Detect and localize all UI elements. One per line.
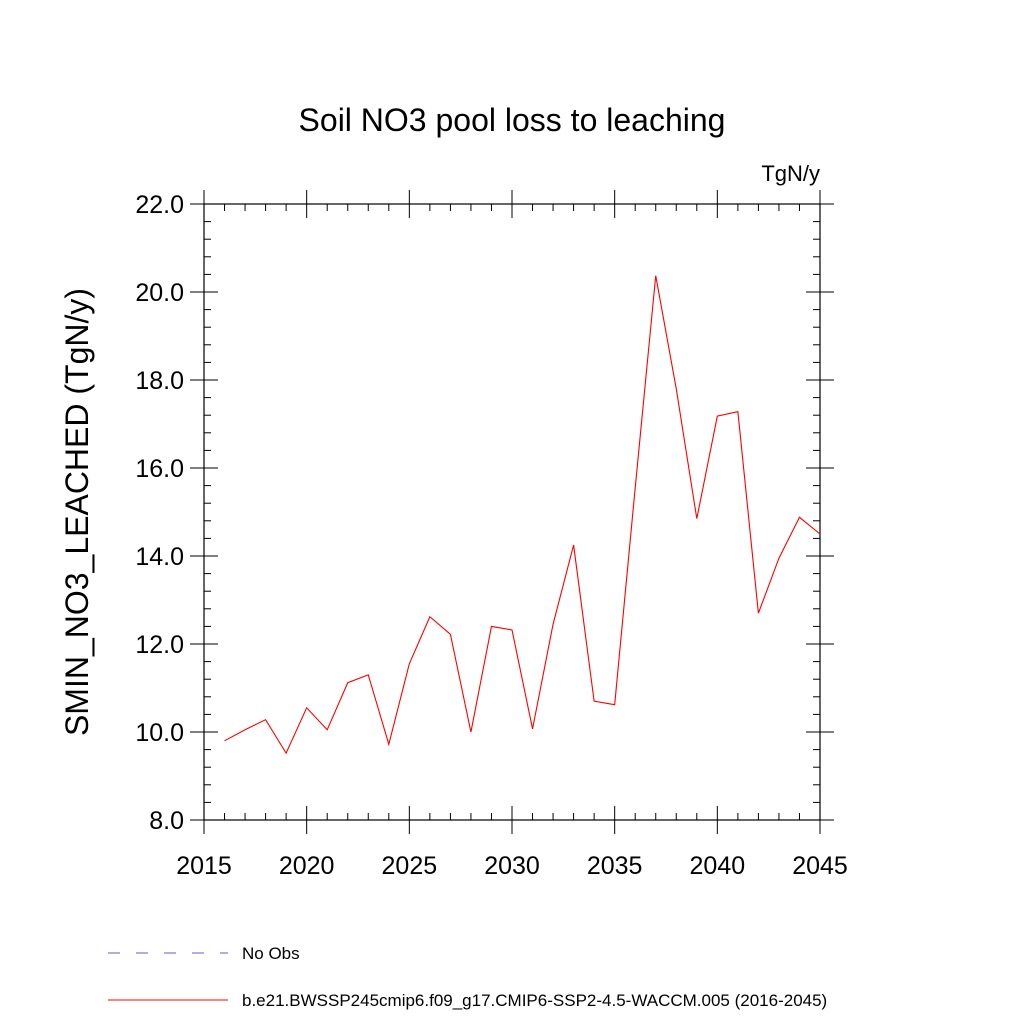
x-tick-label: 2030 [484, 852, 540, 880]
legend: No Obs b.e21.BWSSP245cmip6.f09_g17.CMIP6… [108, 944, 827, 1010]
y-tick-label: 18.0 [135, 367, 184, 395]
x-tick-label: 2040 [690, 852, 746, 880]
x-tick-label: 2025 [382, 852, 438, 880]
x-tick-label: 2045 [792, 852, 848, 880]
units-label: TgN/y [761, 161, 820, 186]
y-axis-ticks: 8.0 10.0 12.0 14.0 16.0 18.0 20.0 22.0 [135, 191, 834, 835]
x-tick-label: 2020 [279, 852, 335, 880]
y-axis-label: SMIN_NO3_LEACHED (TgN/y) [59, 288, 95, 736]
y-tick-label: 16.0 [135, 455, 184, 483]
x-tick-label: 2015 [176, 852, 232, 880]
plot-area [224, 275, 821, 755]
chart-title: Soil NO3 pool loss to leaching [299, 102, 726, 138]
x-tick-label: 2035 [587, 852, 643, 880]
legend-label-no-obs: No Obs [242, 944, 300, 963]
y-tick-label: 12.0 [135, 631, 184, 659]
y-tick-label: 8.0 [149, 807, 184, 835]
y-tick-label: 10.0 [135, 719, 184, 747]
y-tick-label: 22.0 [135, 191, 184, 219]
legend-label-model: b.e21.BWSSP245cmip6.f09_g17.CMIP6-SSP2-4… [242, 991, 827, 1010]
y-tick-label: 20.0 [135, 279, 184, 307]
y-tick-label: 14.0 [135, 543, 184, 571]
x-axis-ticks: 2015 2020 2025 2030 2035 2040 2045 [176, 190, 848, 880]
plot-frame [203, 203, 821, 821]
series-line-0 [224, 275, 821, 755]
